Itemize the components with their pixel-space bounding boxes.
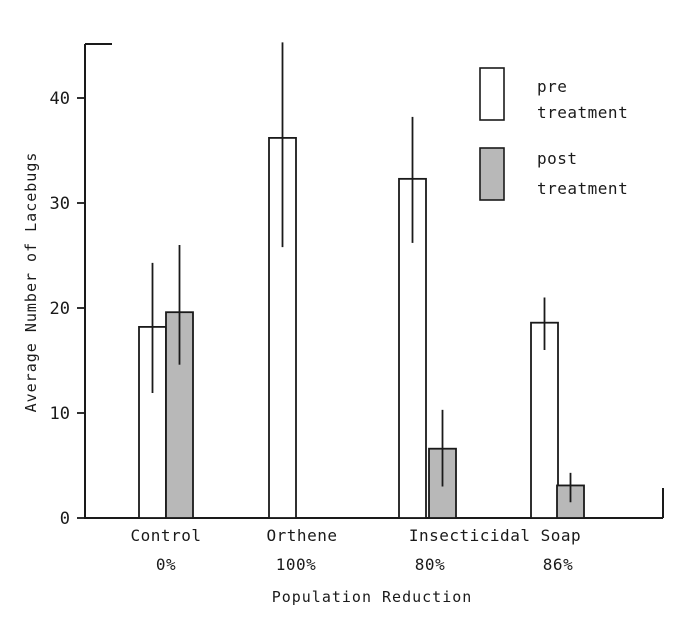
category-label: Orthene (267, 526, 338, 545)
bar-pre (530, 321, 559, 519)
y-tick-label: 10 (50, 404, 70, 424)
legend-label-pre-line2: treatment (537, 103, 628, 122)
error-bars (151, 42, 572, 503)
reduction-label: 100% (276, 555, 317, 574)
legend-label-post-line1: post (537, 149, 578, 168)
y-axis-title: Average Number of Lacebugs (22, 152, 40, 413)
y-ticks: 0 10 20 30 40 (50, 89, 85, 529)
y-tick-label: 30 (50, 194, 70, 214)
y-tick-label: 0 (60, 509, 70, 529)
legend: pre treatment post treatment (479, 67, 628, 201)
legend-label-pre-line1: pre (537, 77, 567, 96)
category-label: Control (131, 526, 202, 545)
reduction-label: 80% (415, 555, 445, 574)
reduction-label: 86% (543, 555, 573, 574)
legend-swatch-pre (479, 67, 505, 121)
y-tick-label: 40 (50, 89, 70, 109)
y-tick-label: 20 (50, 299, 70, 319)
x-axis-title: Population Reduction (272, 588, 473, 606)
category-labels: Control 0% Orthene 100% Insecticidal Soap 80%… (131, 526, 581, 574)
legend-label-post-line2: treatment (537, 179, 628, 198)
category-label: Insecticidal Soap (409, 526, 581, 545)
bars (138, 136, 585, 519)
reduction-label: 0% (156, 555, 176, 574)
legend-swatch-post (479, 147, 505, 201)
